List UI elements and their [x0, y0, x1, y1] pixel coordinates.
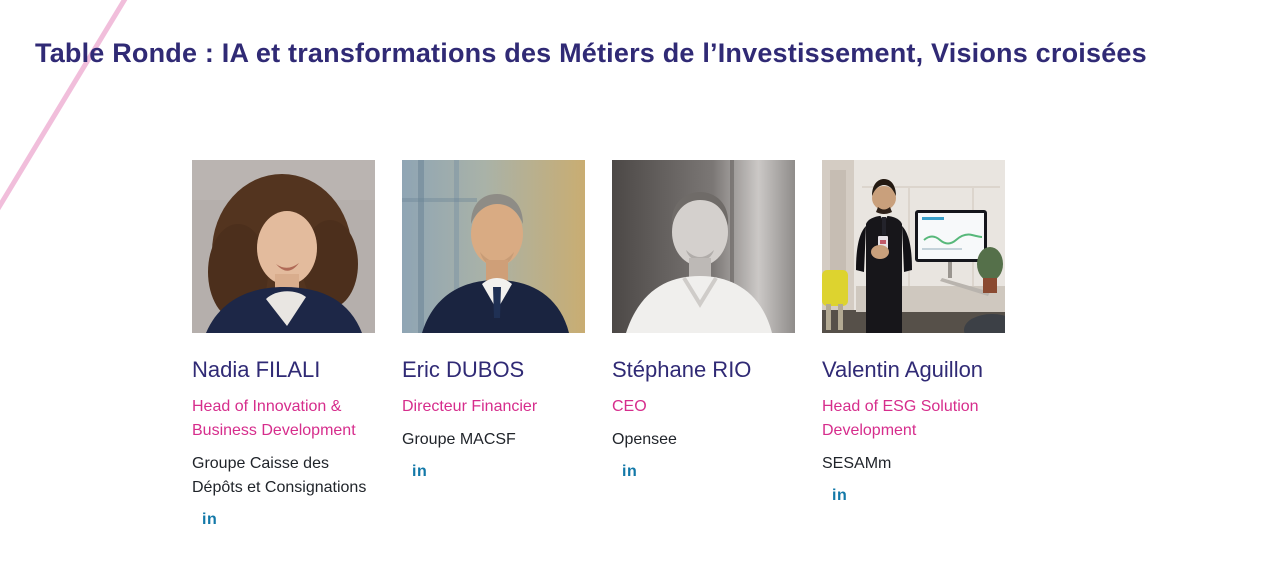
speaker-photo	[612, 160, 795, 333]
speaker-company: Opensee	[612, 431, 677, 448]
linkedin-icon[interactable]: in	[412, 463, 428, 480]
speaker-name: Eric DUBOS	[402, 357, 525, 382]
linkedin-icon[interactable]: in	[622, 463, 638, 480]
linkedin-icon[interactable]: in	[832, 487, 848, 504]
speaker-company: SESAMm	[822, 455, 892, 472]
speaker-role: Directeur Financier	[402, 398, 538, 415]
speaker-name: Valentin Aguillon	[822, 357, 984, 382]
speaker-card: Valentin Aguillon Head of ESG Solution D…	[822, 160, 1005, 529]
diagonal-accent-line	[0, 0, 128, 211]
page-title: Table Ronde : IA et transformations des …	[35, 38, 1147, 68]
speaker-company: Groupe Caisse des Dépôts et Consignation…	[192, 455, 367, 496]
speaker-photo	[822, 160, 1005, 333]
speaker-name: Stéphane RIO	[612, 357, 752, 382]
speaker-photo	[192, 160, 375, 333]
speaker-card: Eric DUBOS Directeur Financier Groupe MA…	[402, 160, 585, 529]
speaker-role: Head of Innovation & Business Developmen…	[192, 398, 356, 439]
speaker-photo	[402, 160, 585, 333]
speaker-name: Nadia FILALI	[192, 357, 321, 382]
linkedin-icon[interactable]: in	[202, 511, 218, 528]
speaker-card: Nadia FILALI Head of Innovation & Busine…	[192, 160, 375, 529]
speaker-card: Stéphane RIO CEO Opensee in	[612, 160, 795, 529]
speaker-company: Groupe MACSF	[402, 431, 516, 448]
speaker-role: Head of ESG Solution Development	[822, 398, 979, 439]
speakers-row: Nadia FILALI Head of Innovation & Busine…	[192, 160, 1005, 529]
speaker-role: CEO	[612, 398, 647, 415]
